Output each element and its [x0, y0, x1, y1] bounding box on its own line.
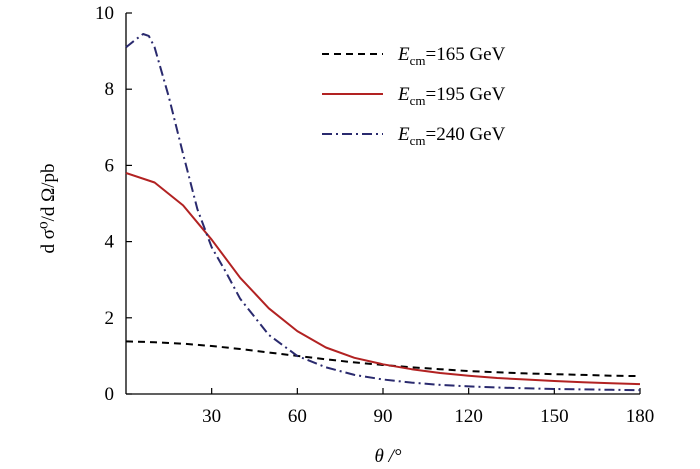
- series-line-1: [125, 340, 641, 378]
- series-line-3: [125, 33, 641, 392]
- x-tick-label: 150: [540, 406, 569, 427]
- y-tick-label: 4: [105, 232, 115, 253]
- x-tick-label: 180: [626, 406, 655, 427]
- y-tick-label: 8: [105, 79, 115, 100]
- legend: Ecm=165 GeV Ecm=195 GeV Ecm=240 GeV: [322, 44, 506, 148]
- y-tick-label: 2: [105, 308, 115, 329]
- x-tick-label: 30: [202, 406, 221, 427]
- x-tick-label: 120: [454, 406, 483, 427]
- legend-label-2: Ecm=195 GeV: [397, 84, 506, 108]
- series-layer: [125, 33, 641, 392]
- legend-label-1: Ecm=165 GeV: [397, 44, 506, 68]
- x-tick-label: 60: [288, 406, 307, 427]
- x-axis-label: θ /°: [375, 446, 402, 467]
- y-tick-label: 10: [95, 3, 114, 24]
- y-tick-label: 6: [105, 155, 115, 176]
- series-line-2: [125, 172, 641, 386]
- y-axis-label: d σ⁰/d Ω/pb: [38, 163, 59, 253]
- legend-label-3: Ecm=240 GeV: [397, 124, 506, 148]
- y-tick-label: 0: [105, 384, 115, 405]
- x-tick-label: 90: [374, 406, 393, 427]
